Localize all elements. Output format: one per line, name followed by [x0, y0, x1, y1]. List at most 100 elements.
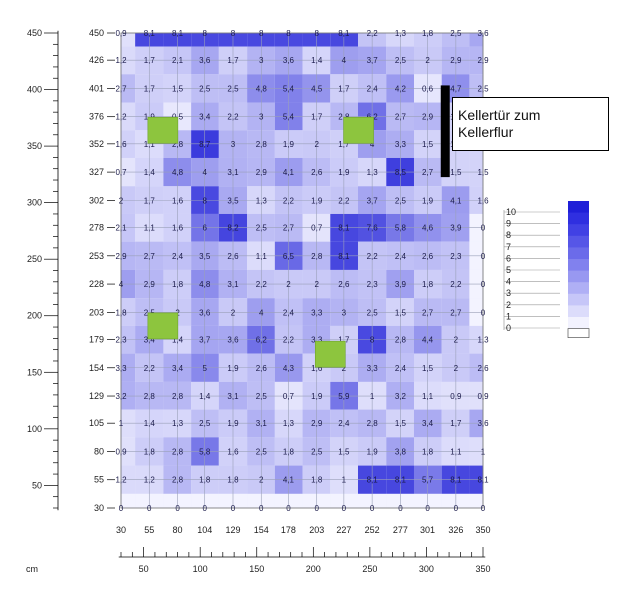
grid-x-label: 154 — [254, 525, 269, 535]
cell-value: 1,3 — [477, 335, 489, 344]
cell-value: 0 — [202, 504, 207, 513]
cell-value: 3,1 — [227, 280, 239, 289]
cell-value: 1,6 — [172, 196, 184, 205]
cell-value: 0 — [342, 504, 347, 513]
cell-value: 1,8 — [115, 308, 127, 317]
grid-y-label: 30 — [94, 503, 104, 513]
grid-x-label: 55 — [144, 525, 154, 535]
cell-value: 4 — [370, 140, 375, 149]
cell-value: 3,6 — [227, 335, 239, 344]
grid-y-label: 401 — [89, 83, 104, 93]
legend-label: 6 — [506, 253, 511, 263]
cell-value: 1,8 — [227, 476, 239, 485]
left-axis-tick-label: 400 — [27, 85, 42, 95]
cell-value: 0,6 — [422, 84, 434, 93]
grid-x-label: 178 — [281, 525, 296, 535]
cell-value: 1,9 — [283, 140, 295, 149]
cell-value: 2,5 — [450, 29, 462, 38]
cell-value: 6 — [202, 224, 207, 233]
cell-value: 1,6 — [227, 447, 239, 456]
legend-swatch — [568, 201, 589, 213]
cell-value: 5 — [202, 364, 207, 373]
cell-value: 4,8 — [172, 168, 184, 177]
cell-value: 2,5 — [311, 447, 323, 456]
cell-value: 3 — [231, 140, 236, 149]
cell-value: 3,4 — [199, 113, 211, 122]
cell-value: 8,1 — [172, 29, 184, 38]
left-axis-tick-label: 150 — [27, 367, 42, 377]
cell-value: 2,5 — [227, 84, 239, 93]
cell-value: 2,5 — [199, 419, 211, 428]
cell-value: 4 — [342, 56, 347, 65]
cell-value: 2,9 — [144, 280, 156, 289]
cell-value: 2,6 — [311, 168, 323, 177]
cell-value: 2,7 — [144, 252, 156, 261]
grid-y-label: 302 — [89, 195, 104, 205]
grid-x-label: 326 — [448, 525, 463, 535]
cell-value: 6,5 — [283, 252, 295, 261]
grid-y-label: 376 — [89, 112, 104, 122]
cell-value: 8,1 — [477, 476, 489, 485]
legend-label: 10 — [506, 207, 516, 217]
cell-value: 1,5 — [477, 168, 489, 177]
cell-value: 2 — [342, 364, 347, 373]
bottom-axis-tick-label: 50 — [139, 564, 149, 574]
cell-value: 0,7 — [115, 168, 127, 177]
cell-value: 3,6 — [283, 56, 295, 65]
legend-swatch — [568, 212, 589, 225]
cell-value: 3,4 — [172, 364, 184, 373]
cell-value: 3,3 — [367, 364, 379, 373]
cell-value: 2,8 — [311, 252, 323, 261]
cell-value: 2,9 — [256, 168, 268, 177]
legend-label: 7 — [506, 242, 511, 252]
legend-label: 9 — [506, 219, 511, 229]
cell-value: 0 — [481, 224, 486, 233]
cell-value: 7,6 — [367, 224, 379, 233]
cell-value: 1,3 — [395, 29, 407, 38]
cell-value: 2,5 — [199, 84, 211, 93]
grid-y-label: 278 — [89, 223, 104, 233]
cell-value: 1,8 — [283, 447, 295, 456]
legend-zero-swatch — [567, 328, 590, 338]
cell-value: 3,7 — [199, 335, 211, 344]
cell-value: 2,2 — [256, 280, 268, 289]
cell-value: 1,4 — [311, 56, 323, 65]
cell-value: 2,5 — [367, 308, 379, 317]
cell-value: 1,4 — [172, 335, 184, 344]
cell-value: 2 — [259, 476, 264, 485]
cell-value: 0,9 — [115, 447, 127, 456]
cell-value: 1,8 — [422, 280, 434, 289]
cell-value: 1,4 — [144, 419, 156, 428]
cell-value: 1,7 — [144, 56, 156, 65]
grid-y-label: 129 — [89, 391, 104, 401]
legend-label: 2 — [506, 300, 511, 310]
cell-value: 1,3 — [256, 196, 268, 205]
cell-value: 2,2 — [283, 335, 295, 344]
cell-value: 1,8 — [422, 29, 434, 38]
cell-value: 1,5 — [395, 308, 407, 317]
cell-value: 1,7 — [338, 84, 350, 93]
axis-unit-label: cm — [26, 564, 38, 574]
annotation-line-2: Kellerflur — [458, 124, 514, 140]
cell-value: 0,7 — [311, 224, 323, 233]
cell-value: 1,7 — [311, 113, 323, 122]
cell-value: 2,5 — [395, 56, 407, 65]
cell-value: 8,7 — [199, 140, 211, 149]
cell-value: 3,7 — [367, 196, 379, 205]
cell-value: 2,8 — [172, 476, 184, 485]
cell-value: 1,6 — [477, 196, 489, 205]
cell-value: 5,8 — [199, 447, 211, 456]
cell-value: 2,6 — [256, 364, 268, 373]
cell-value: 1,9 — [367, 447, 379, 456]
cell-value: 1,2 — [115, 113, 127, 122]
cell-value: 1,8 — [172, 280, 184, 289]
cell-value: 8,1 — [144, 29, 156, 38]
plot-border — [120, 32, 484, 509]
cell-value: 3,9 — [450, 224, 462, 233]
cell-value: 1,6 — [311, 364, 323, 373]
cell-value: 5,4 — [283, 113, 295, 122]
cell-value: 3 — [259, 113, 264, 122]
grid-y-label: 179 — [89, 334, 104, 344]
cell-value: 4,8 — [199, 280, 211, 289]
